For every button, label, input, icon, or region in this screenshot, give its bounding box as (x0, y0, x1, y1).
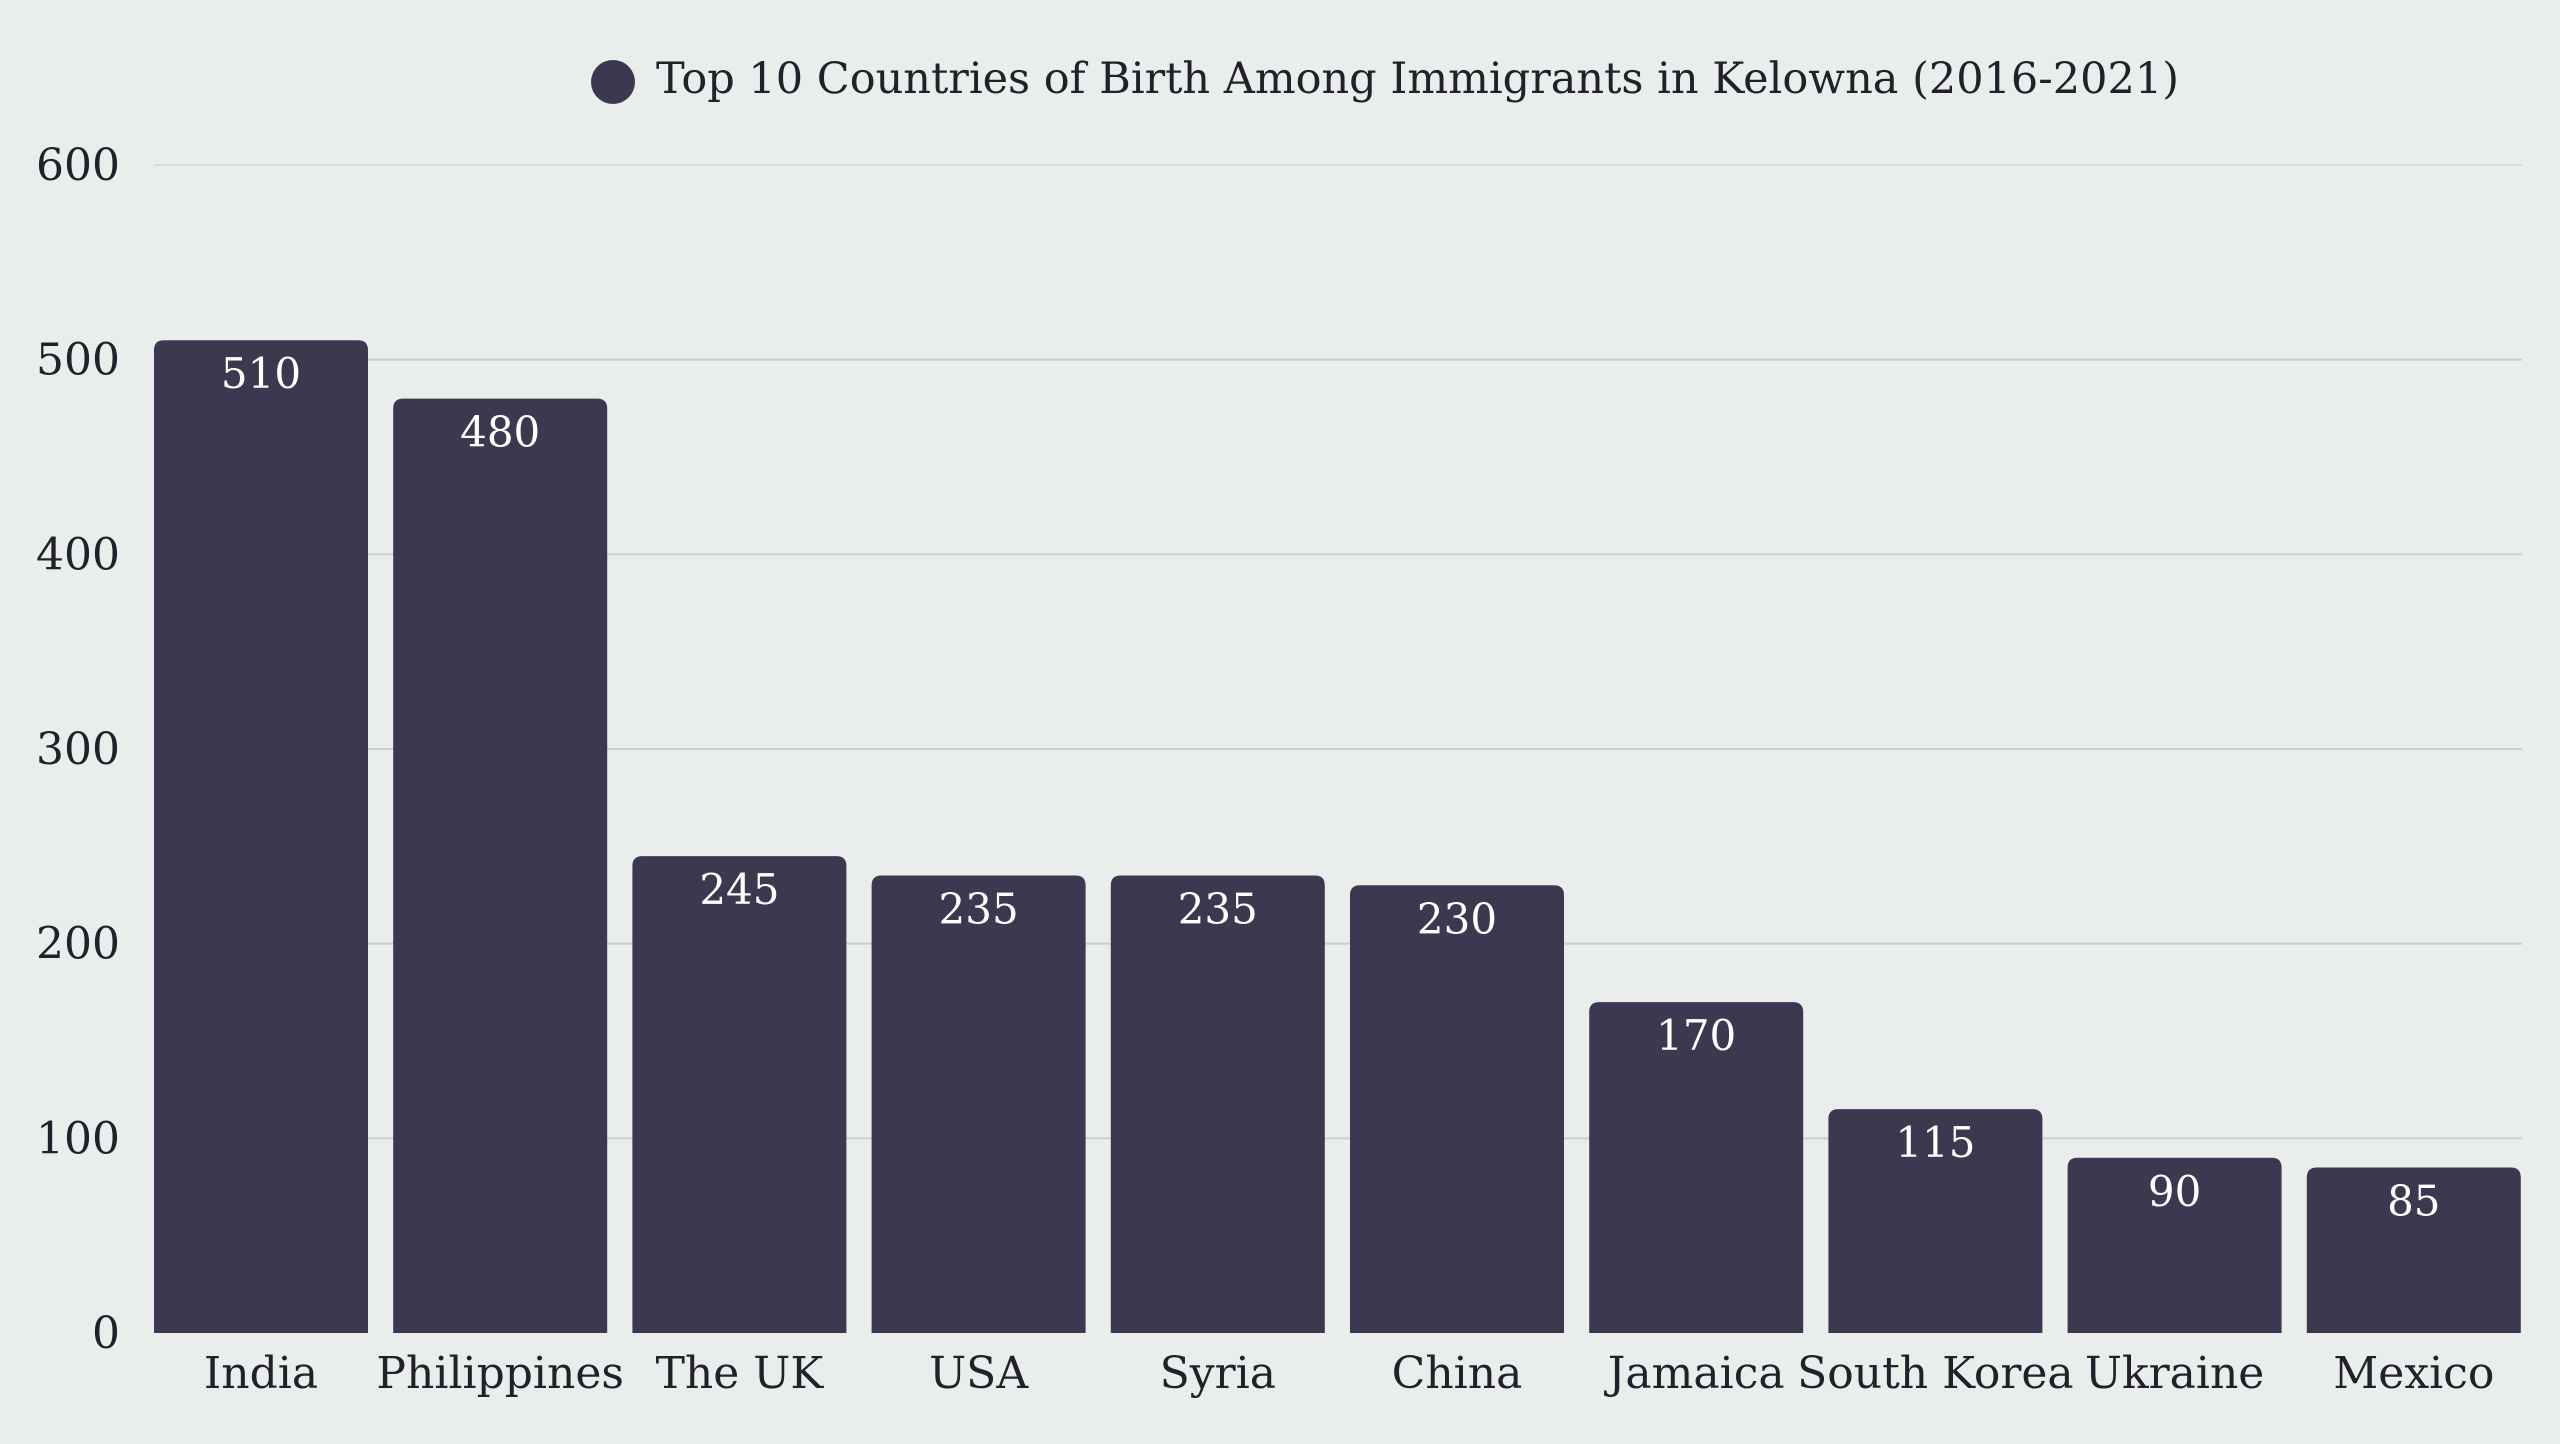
bar (393, 398, 608, 1334)
data-label: 235 (1178, 885, 1258, 934)
x-tick-label: Philippines (376, 1348, 624, 1399)
legend: Top 10 Countries of Birth Among Immigran… (591, 54, 2179, 104)
y-tick-label: 500 (36, 335, 120, 386)
y-axis: 0 100 200 300 400 500 600 (36, 140, 120, 1359)
y-tick-label: 400 (36, 529, 120, 580)
bar (871, 875, 1086, 1333)
bar (1828, 1109, 2043, 1333)
data-label: 235 (939, 885, 1019, 934)
x-tick-label: Ukraine (2085, 1348, 2264, 1399)
y-tick-label: 200 (36, 919, 120, 970)
x-tick-label: Jamaica (1604, 1348, 1785, 1399)
x-tick-label: India (204, 1348, 318, 1399)
bar (154, 340, 368, 1333)
x-axis: India Philippines The UK USA Syria China Jamai… (204, 1348, 2494, 1399)
x-tick-label: South Korea (1797, 1348, 2073, 1399)
data-label: 510 (221, 349, 301, 398)
y-tick-label: 0 (92, 1308, 120, 1359)
y-tick-label: 300 (36, 724, 120, 775)
x-tick-label: The UK (656, 1348, 825, 1399)
data-label: 480 (460, 408, 540, 457)
data-label: 170 (1656, 1011, 1736, 1060)
y-tick-label: 600 (36, 140, 120, 191)
x-tick-label: Syria (1160, 1348, 1276, 1399)
bar (632, 856, 847, 1333)
legend-marker (591, 60, 635, 104)
data-label: 90 (2148, 1167, 2201, 1216)
y-tick-label: 100 (36, 1113, 120, 1164)
legend-label: Top 10 Countries of Birth Among Immigran… (656, 54, 2179, 104)
bar (1110, 875, 1325, 1333)
bar (1350, 885, 1564, 1333)
bar (2306, 1167, 2521, 1333)
bar (2067, 1157, 2282, 1333)
bars: 510 480 245 235 235 230 170 115 90 85 (154, 340, 2521, 1334)
bar (1589, 1002, 1804, 1333)
x-tick-label: Mexico (2333, 1348, 2494, 1399)
data-label: 245 (699, 865, 779, 914)
data-label: 115 (1895, 1118, 1975, 1167)
data-label: 230 (1417, 894, 1497, 943)
x-tick-label: China (1392, 1348, 1523, 1399)
data-label: 85 (2387, 1177, 2440, 1226)
x-tick-label: USA (929, 1348, 1029, 1399)
